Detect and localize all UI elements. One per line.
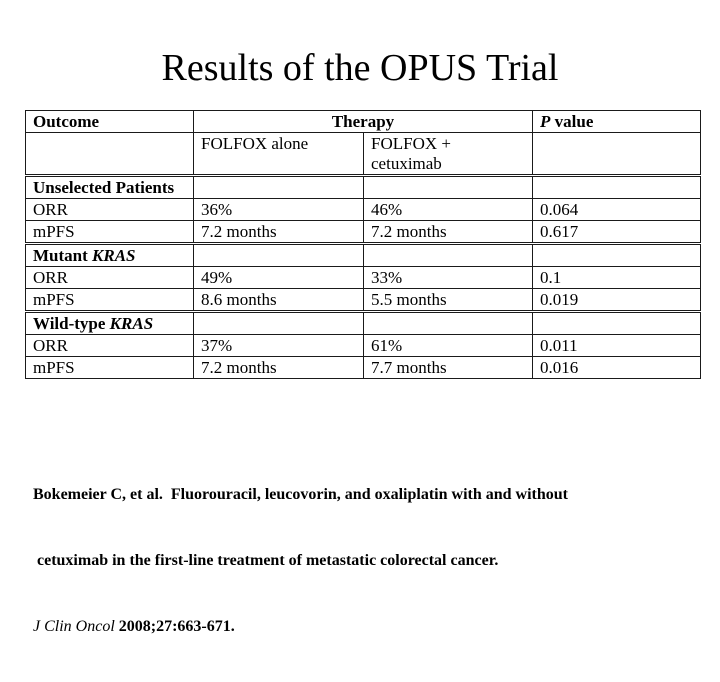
table-cell-empty (532, 174, 701, 199)
table-cell-empty (363, 242, 533, 267)
pvalue-cell: 0.019 (532, 288, 701, 312)
citation-journal: J Clin Oncol (33, 618, 115, 635)
table-cell-empty (532, 310, 701, 335)
table-cell-empty (532, 242, 701, 267)
arm-folfox-cetuximab: FOLFOX + cetuximab (363, 132, 533, 176)
citation-line2: cetuximab in the first-line treatment of… (33, 552, 499, 569)
outcome-cell: mPFS (25, 220, 194, 244)
table-cell-empty (363, 310, 533, 335)
col-header-therapy: Therapy (193, 110, 533, 133)
folfox-cetuximab-cell: 46% (363, 198, 533, 221)
pvalue-p-italic: P (540, 112, 551, 131)
section-label-text: Mutant (33, 246, 93, 266)
folfox-alone-cell: 7.2 months (193, 220, 364, 244)
folfox-alone-cell: 8.6 months (193, 288, 364, 312)
data-row-mutant-mpfs: mPFS 8.6 months 5.5 months 0.019 (25, 288, 701, 312)
folfox-alone-cell: 37% (193, 334, 364, 357)
table-header-row: Outcome Therapy P value (25, 110, 701, 133)
table-cell-empty (193, 310, 364, 335)
folfox-cetuximab-cell: 61% (363, 334, 533, 357)
table-cell-empty (193, 242, 364, 267)
outcome-cell: ORR (25, 334, 194, 357)
folfox-cetuximab-cell: 5.5 months (363, 288, 533, 312)
arm-folfox-cetuximab-line2: cetuximab (371, 154, 442, 173)
section-row-wildtype-kras: Wild-type KRAS (25, 310, 701, 335)
folfox-alone-cell: 49% (193, 266, 364, 289)
citation-reference: 2008;27:663-671. (114, 618, 235, 635)
col-header-pvalue: P value (532, 110, 701, 133)
citation: Bokemeier C, et al. Fluorouracil, leucov… (33, 440, 683, 682)
table-cell-empty (193, 174, 364, 199)
section-row-unselected: Unselected Patients (25, 174, 701, 199)
table-subheader-row: FOLFOX alone FOLFOX + cetuximab (25, 132, 701, 176)
folfox-alone-cell: 7.2 months (193, 356, 364, 379)
folfox-alone-cell: 36% (193, 198, 364, 221)
arm-folfox-alone: FOLFOX alone (193, 132, 364, 176)
citation-line3: J Clin Oncol 2008;27:663-671. (33, 616, 683, 638)
pvalue-cell: 0.064 (532, 198, 701, 221)
section-label: Wild-type KRAS (25, 310, 194, 335)
pvalue-cell: 0.011 (532, 334, 701, 357)
data-row-wildtype-orr: ORR 37% 61% 0.011 (25, 334, 701, 357)
section-label: Mutant KRAS (25, 242, 194, 267)
section-label-italic: KRAS (92, 246, 136, 266)
data-row-unselected-mpfs: mPFS 7.2 months 7.2 months 0.617 (25, 220, 701, 244)
outcome-cell: mPFS (25, 288, 194, 312)
data-row-wildtype-mpfs: mPFS 7.2 months 7.7 months 0.016 (25, 356, 701, 379)
table-cell-empty (25, 132, 194, 176)
pvalue-cell: 0.016 (532, 356, 701, 379)
outcome-cell: ORR (25, 198, 194, 221)
folfox-cetuximab-cell: 33% (363, 266, 533, 289)
folfox-cetuximab-cell: 7.2 months (363, 220, 533, 244)
col-header-outcome: Outcome (25, 110, 194, 133)
results-table: Outcome Therapy P value FOLFOX alone FOL… (25, 110, 701, 379)
data-row-mutant-orr: ORR 49% 33% 0.1 (25, 266, 701, 289)
outcome-cell: mPFS (25, 356, 194, 379)
citation-line1: Bokemeier C, et al. Fluorouracil, leucov… (33, 486, 568, 503)
pvalue-cell: 0.617 (532, 220, 701, 244)
slide-title: Results of the OPUS Trial (161, 47, 559, 89)
slide: Results of the OPUS Trial Outcome Therap… (25, 47, 701, 635)
folfox-cetuximab-cell: 7.7 months (363, 356, 533, 379)
data-row-unselected-orr: ORR 36% 46% 0.064 (25, 198, 701, 221)
section-label: Unselected Patients (25, 174, 194, 199)
table-cell-empty (363, 174, 533, 199)
table-cell-empty (532, 132, 701, 176)
outcome-cell: ORR (25, 266, 194, 289)
pvalue-rest: value (550, 112, 594, 131)
arm-folfox-cetuximab-line1: FOLFOX + (371, 134, 451, 153)
pvalue-cell: 0.1 (532, 266, 701, 289)
section-label-text: Wild-type (33, 314, 110, 334)
section-row-mutant-kras: Mutant KRAS (25, 242, 701, 267)
section-label-text: Unselected Patients (33, 178, 175, 198)
section-label-italic: KRAS (109, 314, 154, 334)
